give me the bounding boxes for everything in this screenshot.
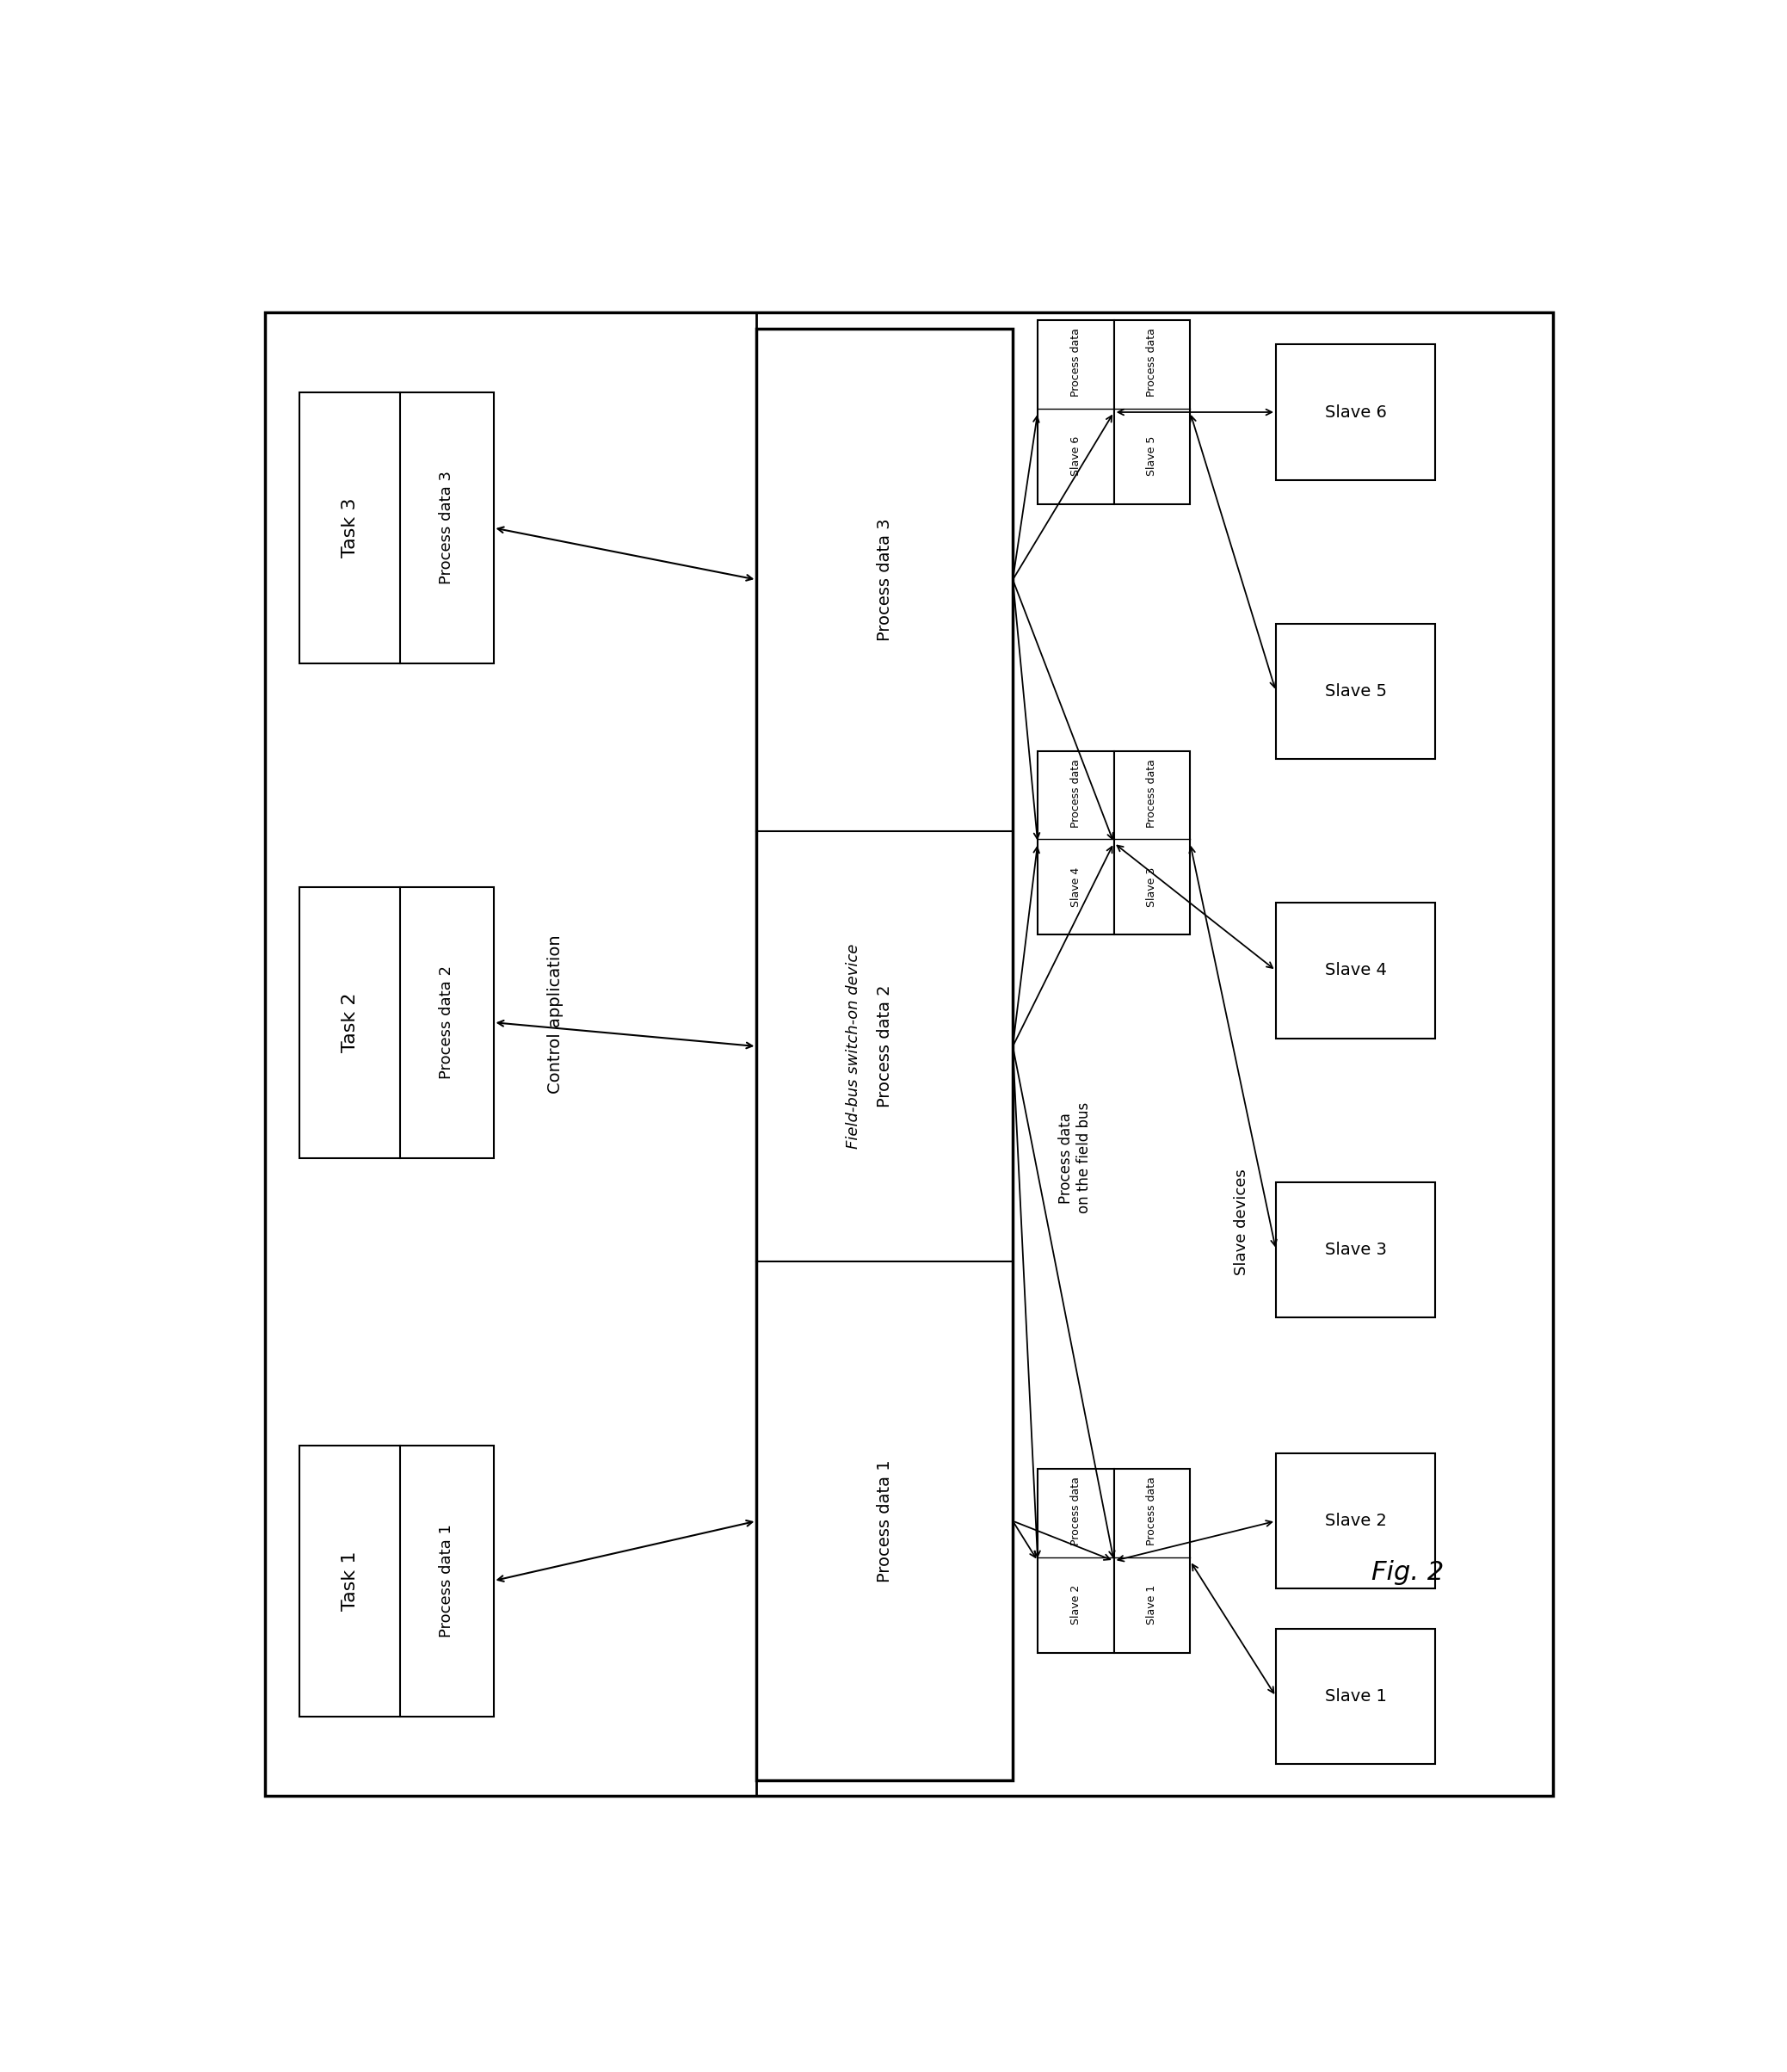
Bar [1038,1469,1113,1653]
Text: Process data 3: Process data 3 [440,470,454,584]
Bar [300,887,493,1158]
Text: Slave 2: Slave 2 [1324,1513,1387,1529]
Text: Slave 5: Slave 5 [1147,437,1158,477]
Bar [1276,344,1435,481]
Text: Process data: Process data [1070,758,1081,829]
Text: Slave 6: Slave 6 [1070,437,1081,477]
Text: Slave devices: Slave devices [1233,1169,1249,1274]
Text: Slave 4: Slave 4 [1324,961,1387,978]
Text: Field-bus switch-on device: Field-bus switch-on device [845,945,861,1148]
Text: Fig. 2: Fig. 2 [1371,1560,1444,1585]
Bar [1113,752,1190,934]
Text: Process data 3: Process data 3 [876,518,894,640]
Text: Process data: Process data [1147,1477,1158,1546]
Text: Task 1: Task 1 [341,1552,359,1610]
Text: Slave 6: Slave 6 [1324,404,1387,421]
Text: Slave 5: Slave 5 [1324,684,1387,700]
Bar [1113,1469,1190,1653]
Bar [300,392,493,663]
Bar [1038,321,1113,503]
Text: Task 2: Task 2 [341,992,359,1053]
Text: Slave 1: Slave 1 [1324,1689,1387,1705]
Bar [1276,624,1435,758]
Text: Task 3: Task 3 [341,497,359,557]
Text: Process data 1: Process data 1 [440,1525,454,1637]
Bar [1276,1629,1435,1765]
Bar [300,1446,493,1716]
Bar [1276,1181,1435,1318]
Text: Process data: Process data [1070,327,1081,398]
Text: Process data: Process data [1147,327,1158,398]
Text: Slave 3: Slave 3 [1147,866,1158,908]
Text: Process data 2: Process data 2 [440,966,454,1080]
Text: Process data 1: Process data 1 [876,1459,894,1583]
Text: Control application: Control application [547,934,565,1094]
Bar [1276,1452,1435,1589]
Bar [756,329,1013,1780]
Bar [1038,752,1113,934]
Text: Slave 3: Slave 3 [1324,1241,1387,1258]
Text: Slave 4: Slave 4 [1070,866,1081,908]
Text: Slave 2: Slave 2 [1070,1585,1081,1624]
Text: Process data: Process data [1070,1477,1081,1546]
Text: Process data 2: Process data 2 [876,984,894,1109]
Text: Slave 1: Slave 1 [1147,1585,1158,1624]
Bar [1113,321,1190,503]
Text: Process data
on the field bus: Process data on the field bus [1058,1102,1092,1214]
Text: Process data: Process data [1147,758,1158,829]
Bar [1276,903,1435,1038]
